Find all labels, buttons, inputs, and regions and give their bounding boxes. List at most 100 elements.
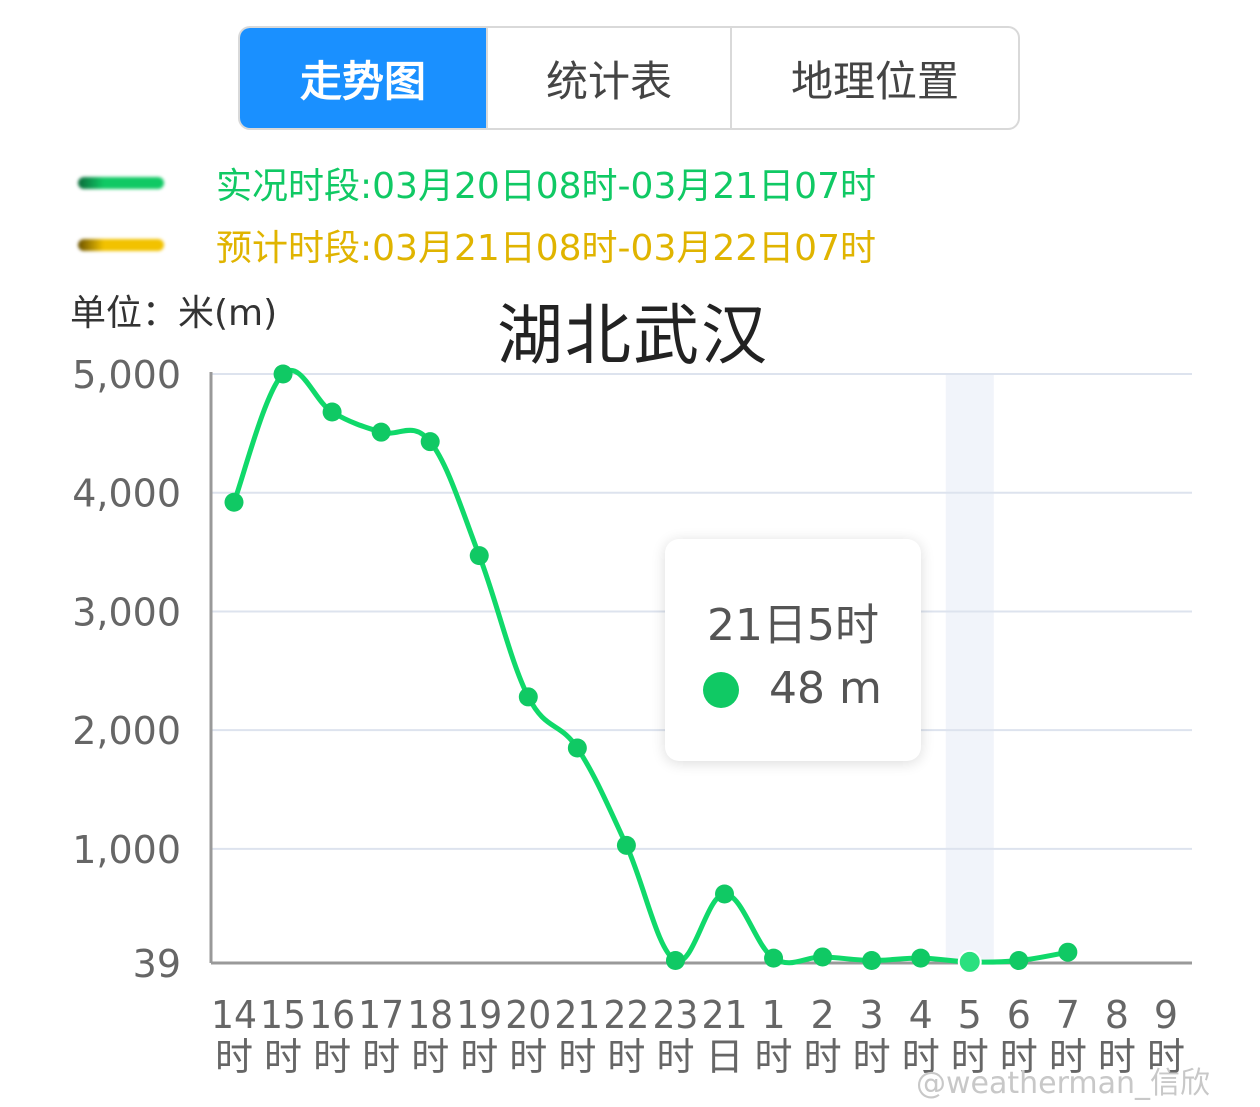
x-tick-label: 19时	[456, 993, 502, 1079]
legend-forecast-text: 预计时段:03月21日08时-03月22日07时	[216, 228, 876, 269]
y-tick-label: 2,000	[72, 709, 181, 753]
x-tick-unit: 时	[313, 1035, 351, 1079]
data-point	[224, 492, 244, 512]
legend-forecast: 预计时段:03月21日08时-03月22日07时	[78, 220, 876, 270]
tooltip-series-dot	[703, 672, 739, 708]
x-tick-unit: 时	[1049, 1035, 1087, 1079]
x-tick-hour: 3	[860, 993, 884, 1037]
x-tick-unit: 时	[1000, 1035, 1038, 1079]
x-tick-hour: 23	[652, 993, 698, 1037]
x-tick-unit: 时	[1098, 1035, 1136, 1079]
x-tick-unit: 时	[460, 1035, 498, 1079]
x-tick-unit: 时	[902, 1035, 940, 1079]
chart-title: 湖北武汉	[497, 297, 769, 374]
data-point	[420, 432, 440, 452]
data-point	[715, 884, 734, 904]
x-tick-label: 17时	[358, 993, 404, 1079]
x-tick-hour: 6	[1007, 993, 1031, 1037]
x-tick-hour: 19	[456, 993, 502, 1037]
x-tick-unit: 时	[264, 1035, 302, 1079]
x-tick-label: 15时	[260, 993, 306, 1079]
data-point	[469, 546, 489, 566]
x-tick-label: 18时	[407, 993, 453, 1079]
x-tick-hour: 21	[702, 993, 748, 1037]
view-tabs: 走势图 统计表 地理位置	[238, 26, 1020, 130]
x-tick-hour: 22	[603, 993, 649, 1037]
x-tick-hour: 7	[1056, 993, 1080, 1037]
x-tick-hour: 20	[505, 993, 551, 1037]
x-tick-hour: 21	[554, 993, 600, 1037]
x-tick-unit: 时	[951, 1035, 989, 1079]
x-tick-label: 21时	[554, 993, 600, 1079]
tab-statistics-table[interactable]: 统计表	[486, 28, 730, 128]
x-tick-label: 1时	[755, 993, 793, 1079]
x-tick-label: 16时	[309, 993, 355, 1079]
x-tick-label: 14时	[211, 993, 257, 1079]
data-point	[322, 402, 342, 422]
legend-observed-text: 实况时段:03月20日08时-03月21日07时	[216, 166, 876, 207]
x-tick-hour: 18	[407, 993, 453, 1037]
x-tick-hour: 4	[909, 993, 933, 1037]
watermark: @weatherman_信欣	[916, 1066, 1211, 1101]
y-tick-label: 1,000	[72, 828, 181, 872]
x-tick-label: 21日	[702, 993, 748, 1079]
x-tick-hour: 16	[309, 993, 355, 1037]
data-point	[616, 835, 636, 855]
x-tick-unit: 时	[1147, 1035, 1185, 1079]
x-tick-hour: 2	[811, 993, 835, 1037]
x-tick-unit: 时	[509, 1035, 547, 1079]
x-tick-hour: 1	[761, 993, 785, 1037]
x-tick-unit: 日	[705, 1035, 743, 1079]
legend-observed: 实况时段:03月20日08时-03月21日07时	[78, 158, 876, 208]
tooltip-value: 48 m	[769, 663, 882, 714]
x-tick-label: 23时	[652, 993, 698, 1079]
x-tick-unit: 时	[656, 1035, 694, 1079]
x-tick-hour: 9	[1154, 993, 1178, 1037]
y-tick-label: 4,000	[72, 472, 181, 516]
y-tick-label: 3,000	[72, 590, 181, 634]
x-tick-label: 3时	[853, 993, 891, 1079]
legend-observed-swatch	[78, 177, 164, 189]
data-point	[1009, 951, 1029, 971]
x-tick-hour: 5	[958, 993, 982, 1037]
data-point	[567, 738, 587, 758]
data-point	[665, 951, 685, 971]
x-tick-label: 4时	[902, 993, 940, 1079]
legend-forecast-swatch	[78, 239, 164, 251]
tooltip-title: 21日5时	[707, 600, 879, 651]
x-tick-unit: 时	[804, 1035, 842, 1079]
data-point	[911, 948, 931, 968]
x-tick-label: 2时	[804, 993, 842, 1079]
x-tick-unit: 时	[362, 1035, 400, 1079]
data-point	[1058, 942, 1078, 962]
x-tick-label: 7时	[1049, 993, 1087, 1079]
data-point	[371, 422, 391, 442]
x-tick-unit: 时	[755, 1035, 793, 1079]
x-tick-unit: 时	[853, 1035, 891, 1079]
x-tick-hour: 17	[358, 993, 404, 1037]
unit-label: 单位：米(m)	[70, 293, 278, 334]
x-tick-unit: 时	[558, 1035, 596, 1079]
x-tick-unit: 时	[411, 1035, 449, 1079]
x-tick-hour: 15	[260, 993, 306, 1037]
x-tick-hour: 14	[211, 993, 257, 1037]
x-tick-label: 6时	[1000, 993, 1038, 1079]
x-tick-label: 22时	[603, 993, 649, 1079]
x-tick-label: 9时	[1147, 993, 1185, 1079]
data-point	[957, 949, 982, 974]
tab-trend[interactable]: 走势图	[240, 28, 486, 128]
data-point	[813, 947, 833, 967]
x-tick-label: 8时	[1098, 993, 1136, 1079]
highlight-band	[945, 374, 994, 963]
x-tick-unit: 时	[215, 1035, 253, 1079]
data-point	[862, 951, 882, 971]
tab-location[interactable]: 地理位置	[730, 28, 1018, 128]
x-tick-unit: 时	[607, 1035, 645, 1079]
data-point	[518, 687, 538, 707]
y-tick-label: 5,000	[72, 353, 181, 397]
y-tick-label: 39	[133, 942, 181, 986]
series-line	[231, 368, 1071, 966]
x-tick-hour: 8	[1105, 993, 1129, 1037]
data-tooltip: 21日5时 48 m	[665, 539, 921, 761]
